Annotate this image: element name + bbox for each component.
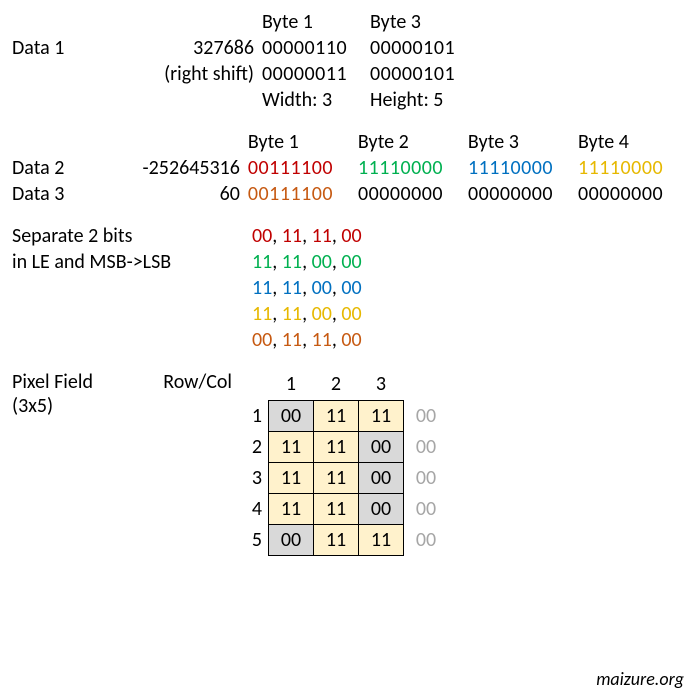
sep-bits: 00: [252, 328, 272, 352]
hdr2-byte3: Byte 3: [468, 130, 578, 154]
sep-row-3: 11, 11, 00, 00: [252, 302, 362, 326]
hdr2-byte4: Byte 4: [578, 130, 688, 154]
pf-label-2: (3x5): [12, 394, 132, 418]
pixel-cell: 11: [314, 462, 359, 493]
pixel-col-hdr: 1 2 3: [238, 370, 448, 400]
pixel-cell: 00: [269, 400, 314, 431]
sep-bits: 11: [252, 302, 272, 326]
sep-row-4: 00, 11, 11, 00: [252, 328, 362, 352]
sep-bits: 11: [282, 276, 302, 300]
sep-bits: 00: [252, 224, 272, 248]
pf-label-1: Pixel Field: [12, 370, 132, 394]
credit: maizure.org: [596, 668, 684, 690]
sep-bits: 11: [312, 328, 332, 352]
pixel-row: 311110000: [238, 462, 448, 493]
pixel-cell: 00: [359, 431, 404, 462]
pixel-cell-extra: 00: [404, 462, 449, 493]
d1-byte1-shift: 00000011: [262, 62, 370, 86]
sep-row-0: 00, 11, 11, 00: [252, 224, 362, 248]
sep-bits: 00: [341, 224, 361, 248]
pixel-cell: 00: [359, 462, 404, 493]
pixel-cell-extra: 00: [404, 400, 449, 431]
sep-bits: 00: [312, 276, 332, 300]
pixel-row: 211110000: [238, 431, 448, 462]
pixel-cell-extra: 00: [404, 493, 449, 524]
sep-bits: 11: [282, 224, 302, 248]
pf-rowcol: Row/Col: [132, 370, 238, 394]
value-data3: 60: [110, 182, 248, 206]
value-data2: -252645316: [110, 156, 248, 180]
d2-b2: 11110000: [358, 156, 468, 180]
pixel-cell: 11: [359, 400, 404, 431]
d3-b4: 00000000: [578, 182, 688, 206]
width-label: Width: 3: [262, 88, 370, 112]
col-hdr-2: 2: [314, 370, 359, 400]
d3-b3: 00000000: [468, 182, 578, 206]
d3-b2: 00000000: [358, 182, 468, 206]
label-shift: (right shift): [142, 62, 262, 86]
pixel-cell-extra: 00: [404, 524, 449, 555]
sep-bits: 11: [282, 328, 302, 352]
height-label: Height: 5: [370, 88, 478, 112]
pixel-cell: 11: [269, 462, 314, 493]
col-hdr-3: 3: [359, 370, 404, 400]
sep-bits: 11: [252, 276, 272, 300]
row-label: 3: [238, 462, 269, 493]
d2-b3: 11110000: [468, 156, 578, 180]
pixel-grid: 1 2 3 1001111002111100003111100004111100…: [238, 370, 448, 556]
d1-byte1-raw: 00000110: [262, 36, 370, 60]
pixel-row: 100111100: [238, 400, 448, 431]
hdr2-byte2: Byte 2: [358, 130, 468, 154]
d1-byte3-raw: 00000101: [370, 36, 478, 60]
section-separate: Separate 2 bits 00, 11, 11, 00 in LE and…: [12, 224, 688, 352]
pixel-cell: 11: [314, 431, 359, 462]
pixel-cell: 00: [269, 524, 314, 555]
pixel-cell: 11: [269, 493, 314, 524]
pixel-cell-extra: 00: [404, 431, 449, 462]
d1-byte3-shift: 00000101: [370, 62, 478, 86]
sep-row-2: 11, 11, 00, 00: [252, 276, 362, 300]
sep-bits: 00: [341, 276, 361, 300]
hdr-byte1: Byte 1: [262, 10, 370, 34]
section-data1: Byte 1 Byte 3 Data 1 327686 00000110 000…: [12, 10, 688, 112]
pixel-row: 411110000: [238, 493, 448, 524]
sep-bits: 00: [341, 250, 361, 274]
d2-b4: 11110000: [578, 156, 688, 180]
label-data1: Data 1: [12, 36, 142, 60]
pixel-cell: 11: [314, 524, 359, 555]
section-data2: Byte 1 Byte 2 Byte 3 Byte 4 Data 2 -2526…: [12, 130, 688, 206]
hdr2-byte1: Byte 1: [248, 130, 358, 154]
row-label: 1: [238, 400, 269, 431]
sep-bits: 11: [282, 250, 302, 274]
sep-bits: 11: [252, 250, 272, 274]
sep-row-1: 11, 11, 00, 00: [252, 250, 362, 274]
pixel-cell: 11: [269, 431, 314, 462]
d3-b1: 00111100: [248, 182, 358, 206]
d2-b1: 00111100: [248, 156, 358, 180]
label-data2: Data 2: [12, 156, 110, 180]
value-data1: 327686: [142, 36, 262, 60]
pixel-row: 500111100: [238, 524, 448, 555]
col-hdr-1: 1: [269, 370, 314, 400]
hdr-byte3: Byte 3: [370, 10, 478, 34]
label-data3: Data 3: [12, 182, 110, 206]
pixel-cell: 11: [314, 400, 359, 431]
row-label: 5: [238, 524, 269, 555]
sep-bits: 11: [312, 224, 332, 248]
sep-bits: 00: [341, 328, 361, 352]
row-label: 4: [238, 493, 269, 524]
sep-bits: 00: [312, 302, 332, 326]
section-pixelfield: Pixel Field (3x5) Row/Col 1 2 3 10011110…: [12, 370, 688, 556]
pixel-cell: 00: [359, 493, 404, 524]
sep-bits: 00: [312, 250, 332, 274]
sep-bits: 00: [341, 302, 361, 326]
pixel-cell: 11: [359, 524, 404, 555]
pixel-cell: 11: [314, 493, 359, 524]
sep-bits: 11: [282, 302, 302, 326]
sep-label-2: in LE and MSB->LSB: [12, 250, 252, 274]
sep-label-1: Separate 2 bits: [12, 224, 252, 248]
row-label: 2: [238, 431, 269, 462]
